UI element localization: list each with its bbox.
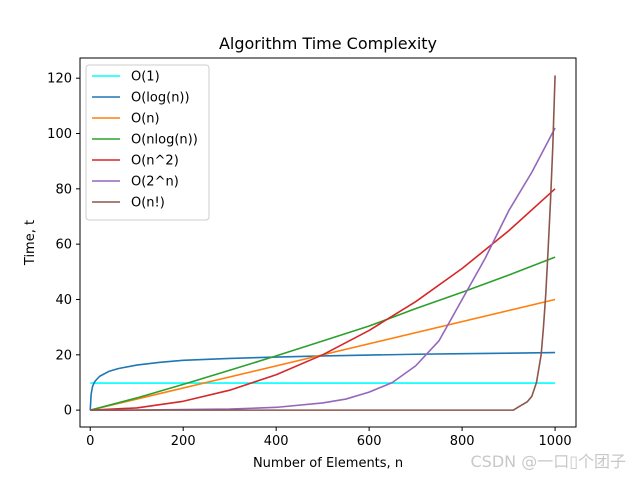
y-axis-label: Time, t xyxy=(23,220,38,266)
legend-label: O(n) xyxy=(131,112,160,127)
chart-legend: O(1) O(log(n)) O(n) O(nlog(n)) O(n^2) O(2^n) O… xyxy=(85,64,210,221)
x-tick-label: 0 xyxy=(86,434,94,449)
x-tick-label: 800 xyxy=(450,434,475,449)
x-tick-label: 400 xyxy=(264,434,289,449)
y-tick-label: 100 xyxy=(47,127,72,142)
x-axis-label: Number of Elements, n xyxy=(253,456,403,471)
x-tick-label: 200 xyxy=(171,434,196,449)
series-line-o-log-n xyxy=(89,351,556,411)
series-line-o-nlog-n xyxy=(90,256,556,411)
y-tick-label: 0 xyxy=(64,404,72,419)
x-tick-label: 600 xyxy=(357,434,382,449)
y-axis-ticks: 0 20 40 60 80 100 120 xyxy=(47,72,80,419)
y-tick-label: 80 xyxy=(55,182,72,197)
axes-frame xyxy=(79,57,577,428)
legend-label: O(nlog(n)) xyxy=(131,133,198,148)
legend-label: O(n^2) xyxy=(131,154,179,169)
series-line-o-n-2 xyxy=(90,188,556,411)
y-tick-label: 120 xyxy=(47,72,72,87)
legend-label: O(1) xyxy=(131,70,160,85)
legend-label: O(log(n)) xyxy=(131,91,190,106)
chart-title: Algorithm Time Complexity xyxy=(219,34,437,53)
y-tick-label: 20 xyxy=(55,348,72,363)
series-line-o-2-n xyxy=(90,127,556,411)
y-tick-label: 40 xyxy=(55,293,72,308)
y-tick-label: 60 xyxy=(55,238,72,253)
legend-label: O(n!) xyxy=(131,196,165,211)
watermark-text: CSDN @一口▯个团子 xyxy=(470,452,626,471)
x-axis-ticks: 0 200 400 600 800 1000 xyxy=(86,427,572,449)
series-line-o-n xyxy=(90,75,556,411)
x-tick-label: 1000 xyxy=(539,434,572,449)
legend-label: O(2^n) xyxy=(131,175,179,190)
plot-area xyxy=(89,75,556,411)
